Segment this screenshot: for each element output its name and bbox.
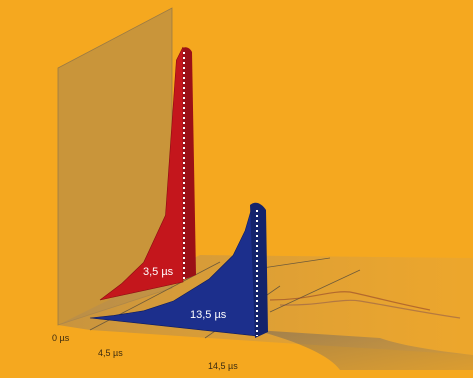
series-blue-label: 13,5 µs xyxy=(190,309,227,321)
series-blue-side xyxy=(250,202,268,338)
series-red-label: 3,5 µs xyxy=(143,266,174,278)
x-tick-label-0: 0 µs xyxy=(52,333,70,343)
series-blue-13-5us: 13,5 µs xyxy=(89,202,268,338)
x-tick-label-2: 14,5 µs xyxy=(208,361,238,371)
floor-reflection xyxy=(255,330,473,370)
series-red-3-5us: 3,5 µs xyxy=(99,46,196,301)
series-red-side xyxy=(183,47,196,280)
floor-curves xyxy=(269,291,461,319)
x-tick-label-1: 4,5 µs xyxy=(98,348,123,358)
